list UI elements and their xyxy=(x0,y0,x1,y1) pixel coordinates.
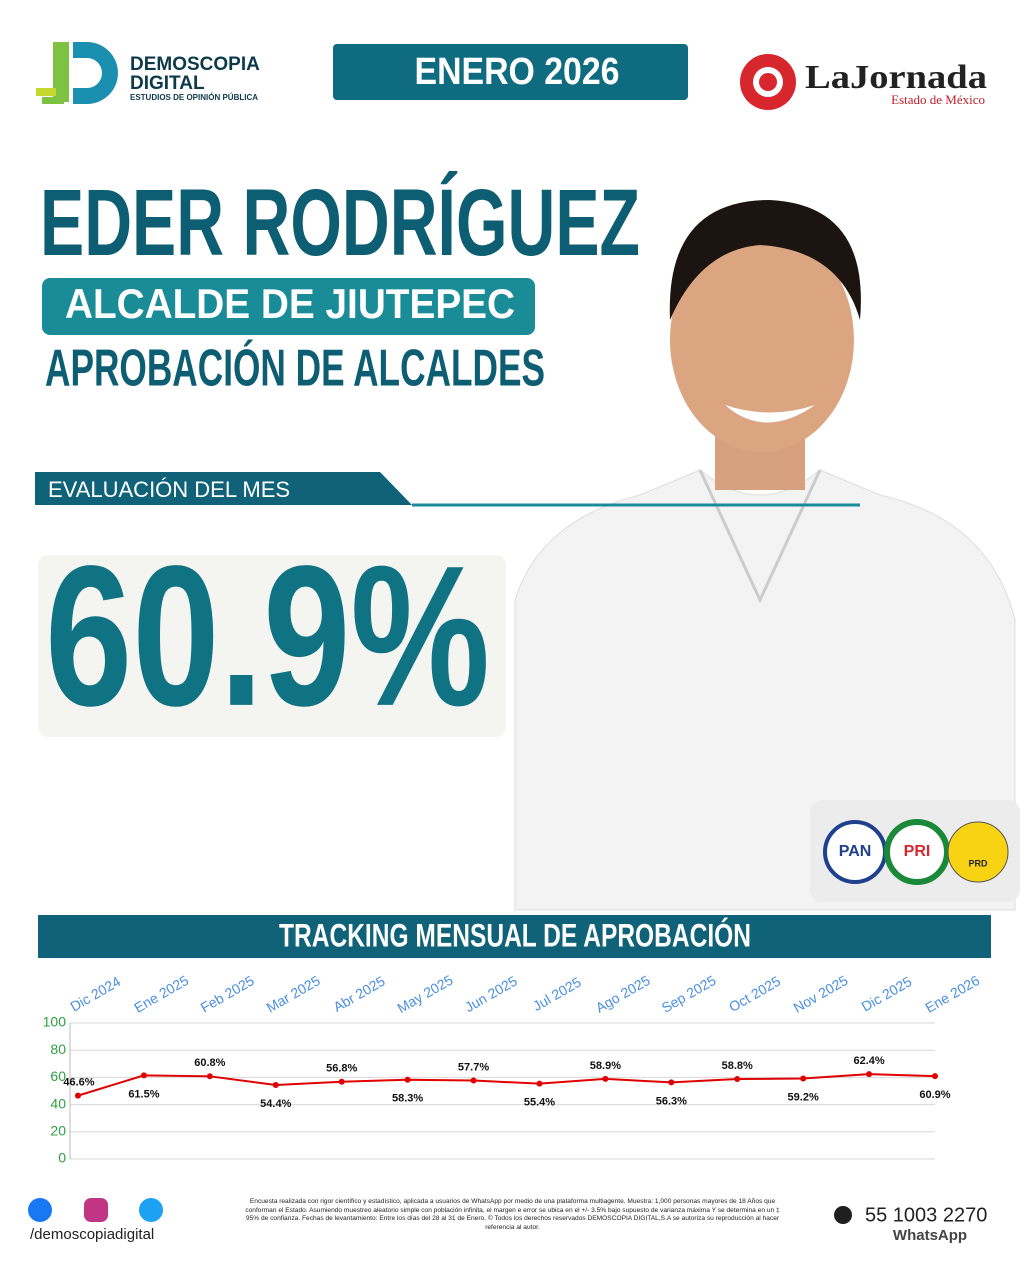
evaluation-value: 60.9% xyxy=(45,525,490,748)
evaluation-box xyxy=(38,555,506,737)
party-name: PRD xyxy=(968,858,988,868)
point xyxy=(272,1082,279,1089)
point xyxy=(734,1076,741,1083)
x-tick-label: Nov 2025 xyxy=(791,972,851,1016)
point xyxy=(536,1080,543,1087)
data-label: 62.4% xyxy=(853,1055,884,1067)
phone[interactable]: 55 1003 2270 xyxy=(865,1204,987,1226)
social-handle[interactable]: /demoscopiadigital xyxy=(30,1226,154,1243)
y-tick-label: 100 xyxy=(43,1014,67,1030)
data-label: 60.8% xyxy=(194,1057,225,1069)
x-tick-label: Jun 2025 xyxy=(462,972,520,1015)
x-tick-label: Ene 2026 xyxy=(922,972,982,1016)
x-tick-label: May 2025 xyxy=(394,971,455,1016)
x-tick-label: Oct 2025 xyxy=(726,973,783,1015)
y-tick-label: 40 xyxy=(50,1095,66,1111)
chart-title-bar xyxy=(38,915,991,958)
role-box xyxy=(42,278,535,335)
party-name: PAN xyxy=(839,843,872,860)
data-label: 54.4% xyxy=(260,1098,291,1110)
data-label: 57.7% xyxy=(458,1061,489,1073)
disclaimer: Encuesta realizada con rigor científico … xyxy=(245,1198,780,1231)
point xyxy=(338,1078,345,1085)
data-label: 58.9% xyxy=(590,1060,621,1072)
point xyxy=(602,1075,609,1082)
role: ALCALDE DE JIUTEPEC xyxy=(65,280,515,327)
chart-title: TRACKING MENSUAL DE APROBACIÓN xyxy=(279,917,751,953)
point xyxy=(668,1079,675,1086)
data-label: 56.8% xyxy=(326,1063,357,1075)
line xyxy=(77,1073,936,1097)
brand-logo: DEMOSCOPIA DIGITAL ESTUDIOS DE OPINIÓN P… xyxy=(36,42,260,104)
period-box xyxy=(333,44,688,100)
data-label: 61.5% xyxy=(128,1088,159,1100)
point xyxy=(140,1072,147,1079)
data-label: 56.3% xyxy=(656,1095,687,1107)
person-name: EDER RODRÍGUEZ xyxy=(40,170,640,276)
x-tick-label: Ago 2025 xyxy=(593,972,653,1016)
point xyxy=(206,1073,213,1080)
evaluation-band xyxy=(35,472,412,505)
point xyxy=(866,1071,873,1078)
evaluation-label: EVALUACIÓN DEL MES xyxy=(48,477,290,502)
data-label: 58.8% xyxy=(722,1060,753,1072)
brand-tagline: ESTUDIOS DE OPINIÓN PÚBLICA xyxy=(130,93,258,102)
data-label: 46.6% xyxy=(63,1077,94,1089)
partner-logo: LaJornada Estado de México xyxy=(740,54,987,110)
x-tick-label: Jul 2025 xyxy=(530,974,584,1014)
x-tick-label: Feb 2025 xyxy=(198,972,257,1016)
point xyxy=(932,1073,938,1080)
y-tick-label: 0 xyxy=(58,1150,66,1166)
party-name: PRI xyxy=(904,843,931,860)
partner-name: LaJornada xyxy=(805,59,987,96)
x-tick-label: Ene 2025 xyxy=(131,972,191,1016)
data-label: 58.3% xyxy=(392,1093,423,1105)
data-label: 55.4% xyxy=(524,1097,555,1109)
partner-region: Estado de México xyxy=(891,92,985,107)
channel: WhatsApp xyxy=(893,1227,967,1244)
x-tick-label: Mar 2025 xyxy=(264,972,323,1016)
study-title: APROBACIÓN DE ALCALDES xyxy=(45,340,545,398)
point xyxy=(800,1075,807,1082)
data-label: 60.9% xyxy=(919,1089,950,1101)
period: ENERO 2026 xyxy=(415,51,620,93)
y-tick-label: 60 xyxy=(50,1068,66,1084)
x-tick-label: Abr 2025 xyxy=(330,973,387,1015)
point xyxy=(404,1076,411,1083)
y-tick-label: 20 xyxy=(50,1123,66,1139)
x-tick-label: Sep 2025 xyxy=(659,972,719,1016)
point xyxy=(470,1077,477,1084)
social-icons[interactable] xyxy=(28,1198,163,1222)
whatsapp-icon xyxy=(834,1206,852,1224)
data-label: 59.2% xyxy=(788,1091,819,1103)
point xyxy=(75,1092,81,1099)
party-logos: PAN PRI PRD xyxy=(810,800,1020,902)
x-tick-label: Dic 2024 xyxy=(67,973,123,1015)
x-tick-label: Dic 2025 xyxy=(858,973,914,1015)
y-tick-label: 80 xyxy=(50,1041,66,1057)
brand-name-2: DIGITAL xyxy=(130,73,205,94)
brand-name: DEMOSCOPIA xyxy=(130,54,260,75)
